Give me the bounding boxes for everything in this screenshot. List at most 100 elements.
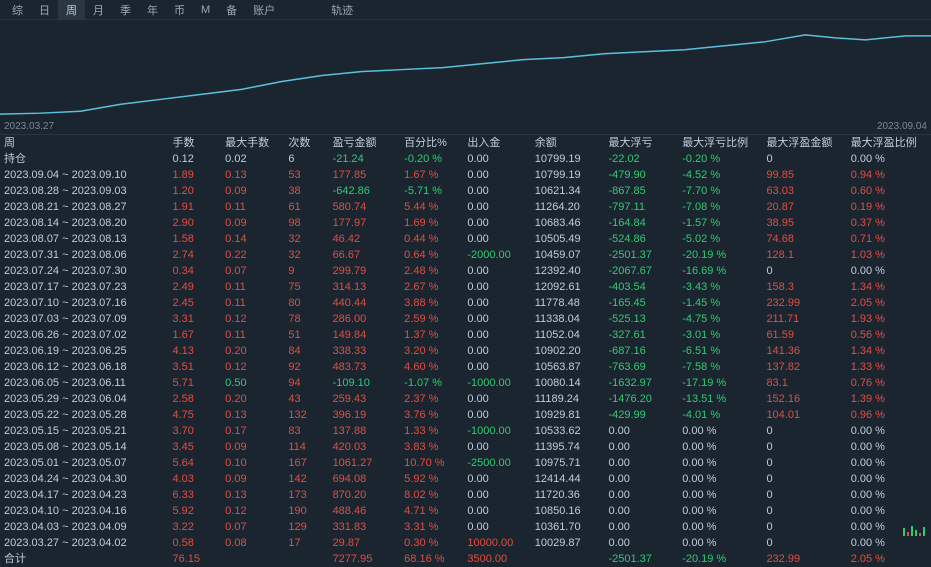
cell-trades: 9 [284,263,328,279]
cell-pl: 338.33 [329,343,401,359]
cell-trades: 78 [284,311,328,327]
col-header: 最大浮亏 [604,135,678,151]
cell-maxfpp: 0.60 % [847,183,931,199]
table-row[interactable]: 2023.07.03 ~ 2023.07.093.310.1278286.002… [0,311,931,327]
cell-period: 2023.09.04 ~ 2023.09.10 [0,167,169,183]
cell-io: 0.00 [463,471,530,487]
tab-年[interactable]: 年 [139,0,166,20]
cell-bal: 11395.74 [531,439,605,455]
col-header: 盈亏金额 [329,135,401,151]
tab-周[interactable]: 周 [58,0,85,20]
cell-maxfpp: 0.71 % [847,231,931,247]
cell-maxfpp: 1.93 % [847,311,931,327]
table-row[interactable]: 2023.09.04 ~ 2023.09.101.890.1353177.851… [0,167,931,183]
tab-备[interactable]: 备 [218,0,245,20]
table-row[interactable]: 2023.08.07 ~ 2023.08.131.580.143246.420.… [0,231,931,247]
table-row[interactable]: 2023.07.17 ~ 2023.07.232.490.1175314.132… [0,279,931,295]
cell-bal: 10505.49 [531,231,605,247]
cell-maxlots: 0.22 [221,247,284,263]
cell-maxlots [221,551,284,567]
cell-maxfp: 232.99 [762,295,846,311]
cell-pct: 4.71 % [400,503,463,519]
cell-maxddp: 0.00 % [678,535,762,551]
cell-maxddp: -1.45 % [678,295,762,311]
cell-maxlots: 0.09 [221,215,284,231]
tab-币[interactable]: 币 [166,0,193,20]
cell-lots: 2.45 [169,295,222,311]
table-row[interactable]: 2023.04.03 ~ 2023.04.093.220.07129331.83… [0,519,931,535]
col-header: 最大手数 [221,135,284,151]
cell-pct: 68.16 % [400,551,463,567]
table-row[interactable]: 2023.08.28 ~ 2023.09.031.200.0938-642.86… [0,183,931,199]
tab-M[interactable]: M [193,2,218,18]
cell-maxfp: 0 [762,503,846,519]
cell-bal: 10799.19 [531,167,605,183]
table-row[interactable]: 2023.04.17 ~ 2023.04.236.330.13173870.20… [0,487,931,503]
cell-io: 0.00 [463,311,530,327]
table-row[interactable]: 2023.04.24 ~ 2023.04.304.030.09142694.08… [0,471,931,487]
cell-io: 0.00 [463,391,530,407]
cell-maxfpp: 0.00 % [847,423,931,439]
cell-pl: -642.86 [329,183,401,199]
cell-maxdd: -2067.67 [604,263,678,279]
cell-maxlots: 0.09 [221,183,284,199]
cell-trades [284,551,328,567]
table-row[interactable]: 2023.05.15 ~ 2023.05.213.700.1783137.881… [0,423,931,439]
cell-maxlots: 0.07 [221,519,284,535]
col-header: 周 [0,135,169,151]
cell-maxfp: 211.71 [762,311,846,327]
cell-pl: 149.84 [329,327,401,343]
tab-综[interactable]: 综 [4,0,31,20]
tab-月[interactable]: 月 [85,0,112,20]
cell-period: 2023.05.01 ~ 2023.05.07 [0,455,169,471]
table-row[interactable]: 2023.07.10 ~ 2023.07.162.450.1180440.443… [0,295,931,311]
cell-maxfpp: 0.37 % [847,215,931,231]
table-row[interactable]: 2023.05.01 ~ 2023.05.075.640.101671061.2… [0,455,931,471]
cell-io: 0.00 [463,439,530,455]
equity-chart: 2023.03.27 2023.09.04 [0,20,931,135]
table-row[interactable]: 2023.08.21 ~ 2023.08.271.910.1161580.745… [0,199,931,215]
table-row[interactable]: 2023.07.24 ~ 2023.07.300.340.079299.792.… [0,263,931,279]
table-row[interactable]: 2023.04.10 ~ 2023.04.165.920.12190488.46… [0,503,931,519]
table-row[interactable]: 2023.03.27 ~ 2023.04.020.580.081729.870.… [0,535,931,551]
cell-maxlots: 0.13 [221,167,284,183]
cell-trades: 80 [284,295,328,311]
cell-maxdd: -164.84 [604,215,678,231]
tab-季[interactable]: 季 [112,0,139,20]
cell-maxfp: 158.3 [762,279,846,295]
cell-maxfp: 0 [762,535,846,551]
table-row[interactable]: 2023.06.19 ~ 2023.06.254.130.2084338.333… [0,343,931,359]
col-header: 余额 [531,135,605,151]
cell-io: -2500.00 [463,455,530,471]
cell-maxlots: 0.20 [221,343,284,359]
table-row[interactable]: 2023.07.31 ~ 2023.08.062.740.223266.670.… [0,247,931,263]
cell-pl: 694.08 [329,471,401,487]
cell-maxddp: 0.00 % [678,439,762,455]
cell-pct: 3.76 % [400,407,463,423]
tab-日[interactable]: 日 [31,0,58,20]
tab-账户[interactable]: 账户 [245,0,283,20]
table-row[interactable]: 2023.06.26 ~ 2023.07.021.670.1151149.841… [0,327,931,343]
table-row[interactable]: 2023.08.14 ~ 2023.08.202.900.0998177.971… [0,215,931,231]
cell-maxddp: -6.51 % [678,343,762,359]
cell-maxlots: 0.11 [221,295,284,311]
table-row[interactable]: 2023.05.22 ~ 2023.05.284.750.13132396.19… [0,407,931,423]
table-row[interactable]: 2023.05.08 ~ 2023.05.143.450.09114420.03… [0,439,931,455]
cell-period: 2023.05.08 ~ 2023.05.14 [0,439,169,455]
table-row[interactable]: 2023.06.05 ~ 2023.06.115.710.5094-109.10… [0,375,931,391]
cell-pl: 259.43 [329,391,401,407]
cell-period: 2023.05.22 ~ 2023.05.28 [0,407,169,423]
cell-pl: -109.10 [329,375,401,391]
cell-trades: 190 [284,503,328,519]
cell-maxdd: 0.00 [604,519,678,535]
cell-period: 2023.07.10 ~ 2023.07.16 [0,295,169,311]
tab-trail[interactable]: 轨迹 [323,0,361,20]
cell-maxfpp: 0.00 % [847,535,931,551]
cell-maxdd: 0.00 [604,535,678,551]
cell-maxfpp: 0.00 % [847,151,931,167]
table-row[interactable]: 2023.06.12 ~ 2023.06.183.510.1292483.734… [0,359,931,375]
cell-maxfpp: 0.94 % [847,167,931,183]
cell-maxfpp: 1.33 % [847,359,931,375]
cell-io: 10000.00 [463,535,530,551]
table-row[interactable]: 2023.05.29 ~ 2023.06.042.580.2043259.432… [0,391,931,407]
